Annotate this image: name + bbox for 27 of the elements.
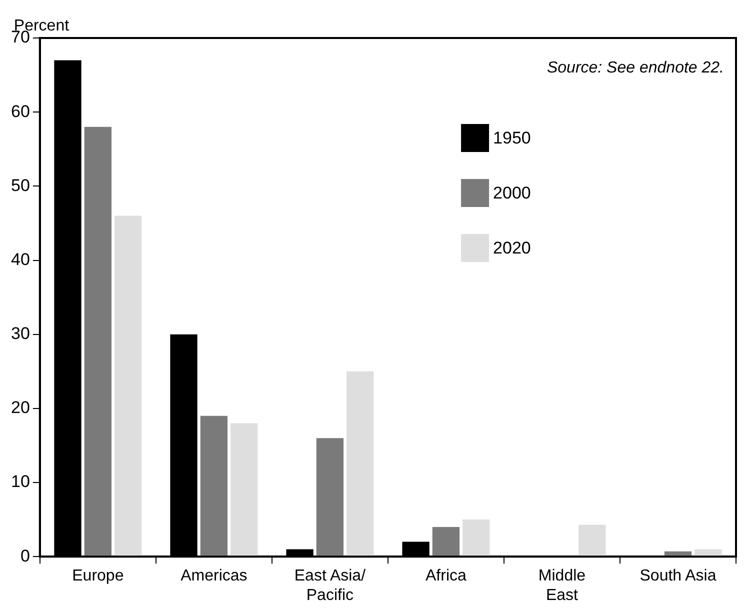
annotation: Source: See endnote 22. — [546, 59, 724, 76]
y-tick-label: 50 — [10, 176, 30, 195]
bar — [346, 371, 374, 556]
bar — [316, 438, 344, 556]
y-tick-label: 10 — [10, 472, 30, 492]
bar — [432, 526, 460, 556]
bar — [200, 416, 228, 556]
legend-label: 2020 — [493, 238, 531, 258]
x-tick-label: Middle East — [538, 568, 586, 604]
bar — [462, 520, 490, 556]
bar — [84, 126, 112, 556]
bar — [114, 216, 142, 556]
x-tick-label: Americas — [180, 568, 248, 585]
x-tick-label: Europe — [72, 568, 124, 585]
legend-label: 2000 — [493, 184, 531, 203]
bar — [694, 549, 722, 556]
bar — [578, 524, 606, 556]
x-tick-label: East Asia/ Pacific — [294, 568, 366, 604]
legend-label: 1950 — [493, 128, 531, 148]
x-tick-label: South Asia — [640, 568, 716, 585]
x-tick-label: Africa — [426, 568, 467, 585]
bar — [230, 423, 258, 556]
y-tick-label: 60 — [10, 102, 30, 121]
y-tick-label: 0 — [20, 546, 30, 566]
y-tick-label: 30 — [10, 324, 30, 344]
y-tick-label: 20 — [10, 398, 30, 418]
y-tick-label: 40 — [10, 250, 30, 269]
